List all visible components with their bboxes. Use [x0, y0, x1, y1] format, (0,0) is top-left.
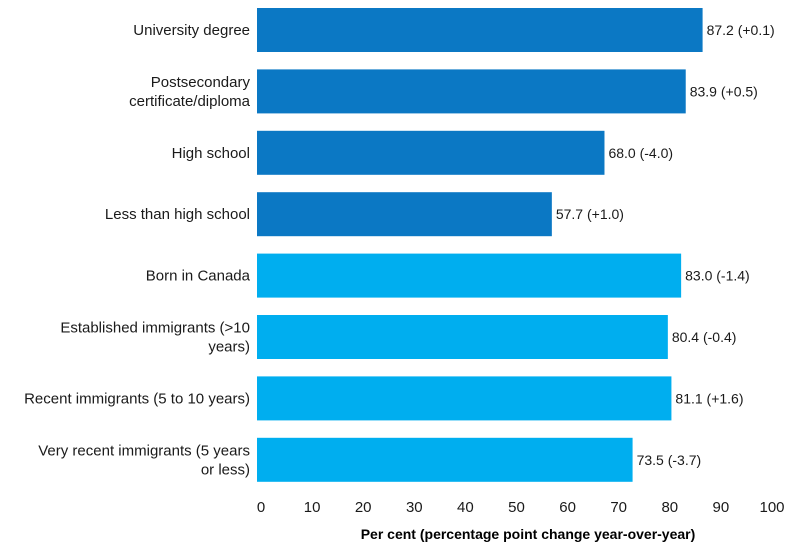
bar-value-label: 83.0 (-1.4) — [685, 268, 750, 284]
category-label-line: years) — [208, 339, 250, 356]
x-tick-label: 60 — [559, 499, 576, 516]
x-tick-label: 70 — [610, 499, 627, 516]
category-label-line: or less) — [201, 461, 250, 478]
category-label-line: Born in Canada — [146, 268, 251, 285]
bar — [257, 130, 605, 175]
category-labels: University degree Postsecondary certificat… — [24, 22, 251, 478]
category-label-line: University degree — [133, 22, 250, 39]
bar-value-label: 73.5 (-3.7) — [637, 452, 702, 468]
x-tick-label: 10 — [304, 499, 321, 516]
category-label: University degree — [133, 22, 250, 39]
bar — [257, 376, 672, 421]
x-tick-label: 0 — [257, 499, 265, 516]
category-label-line: Very recent immigrants (5 years — [38, 442, 250, 459]
bar-value-label: 80.4 (-0.4) — [672, 329, 737, 345]
bar — [257, 192, 552, 237]
category-label: High school — [172, 145, 250, 162]
x-tick-label: 90 — [713, 499, 730, 516]
category-label: Very recent immigrants (5 years or less) — [38, 442, 250, 478]
category-label: Born in Canada — [146, 268, 251, 285]
bar — [257, 315, 668, 359]
bar-value-label: 57.7 (+1.0) — [556, 206, 624, 222]
category-label-line: High school — [172, 145, 250, 162]
bar — [257, 437, 633, 482]
x-tick-label: 80 — [661, 499, 678, 516]
x-axis-title: Per cent (percentage point change year-o… — [361, 526, 696, 542]
x-axis-ticks: 0 10 20 30 40 50 60 70 80 90 100 — [257, 499, 785, 516]
category-label: Established immigrants (>10 years) — [60, 320, 250, 356]
x-tick-label: 20 — [355, 499, 372, 516]
x-tick-label: 40 — [457, 499, 474, 516]
category-label-line: Less than high school — [105, 206, 250, 223]
bar — [257, 253, 682, 298]
category-label-line: Established immigrants (>10 — [60, 320, 250, 337]
x-tick-label: 100 — [759, 499, 784, 516]
category-label: Postsecondary certificate/diploma — [129, 74, 251, 110]
value-labels: 87.2 (+0.1) 83.9 (+0.5) 68.0 (-4.0) 57.7 (+… — [556, 22, 775, 468]
x-tick-label: 50 — [508, 499, 525, 516]
category-label-line: certificate/diploma — [129, 93, 251, 110]
bar-value-label: 68.0 (-4.0) — [608, 145, 673, 161]
bar — [257, 8, 703, 52]
category-label: Recent immigrants (5 to 10 years) — [24, 390, 250, 407]
category-label: Less than high school — [105, 206, 250, 223]
bar-value-label: 87.2 (+0.1) — [707, 22, 775, 38]
x-tick-label: 30 — [406, 499, 423, 516]
bar-value-label: 83.9 (+0.5) — [690, 83, 758, 99]
bars-group — [257, 8, 703, 482]
bar — [257, 69, 686, 114]
category-label-line: Postsecondary — [151, 74, 251, 91]
bar-value-label: 81.1 (+1.6) — [675, 390, 743, 406]
category-label-line: Recent immigrants (5 to 10 years) — [24, 390, 250, 407]
